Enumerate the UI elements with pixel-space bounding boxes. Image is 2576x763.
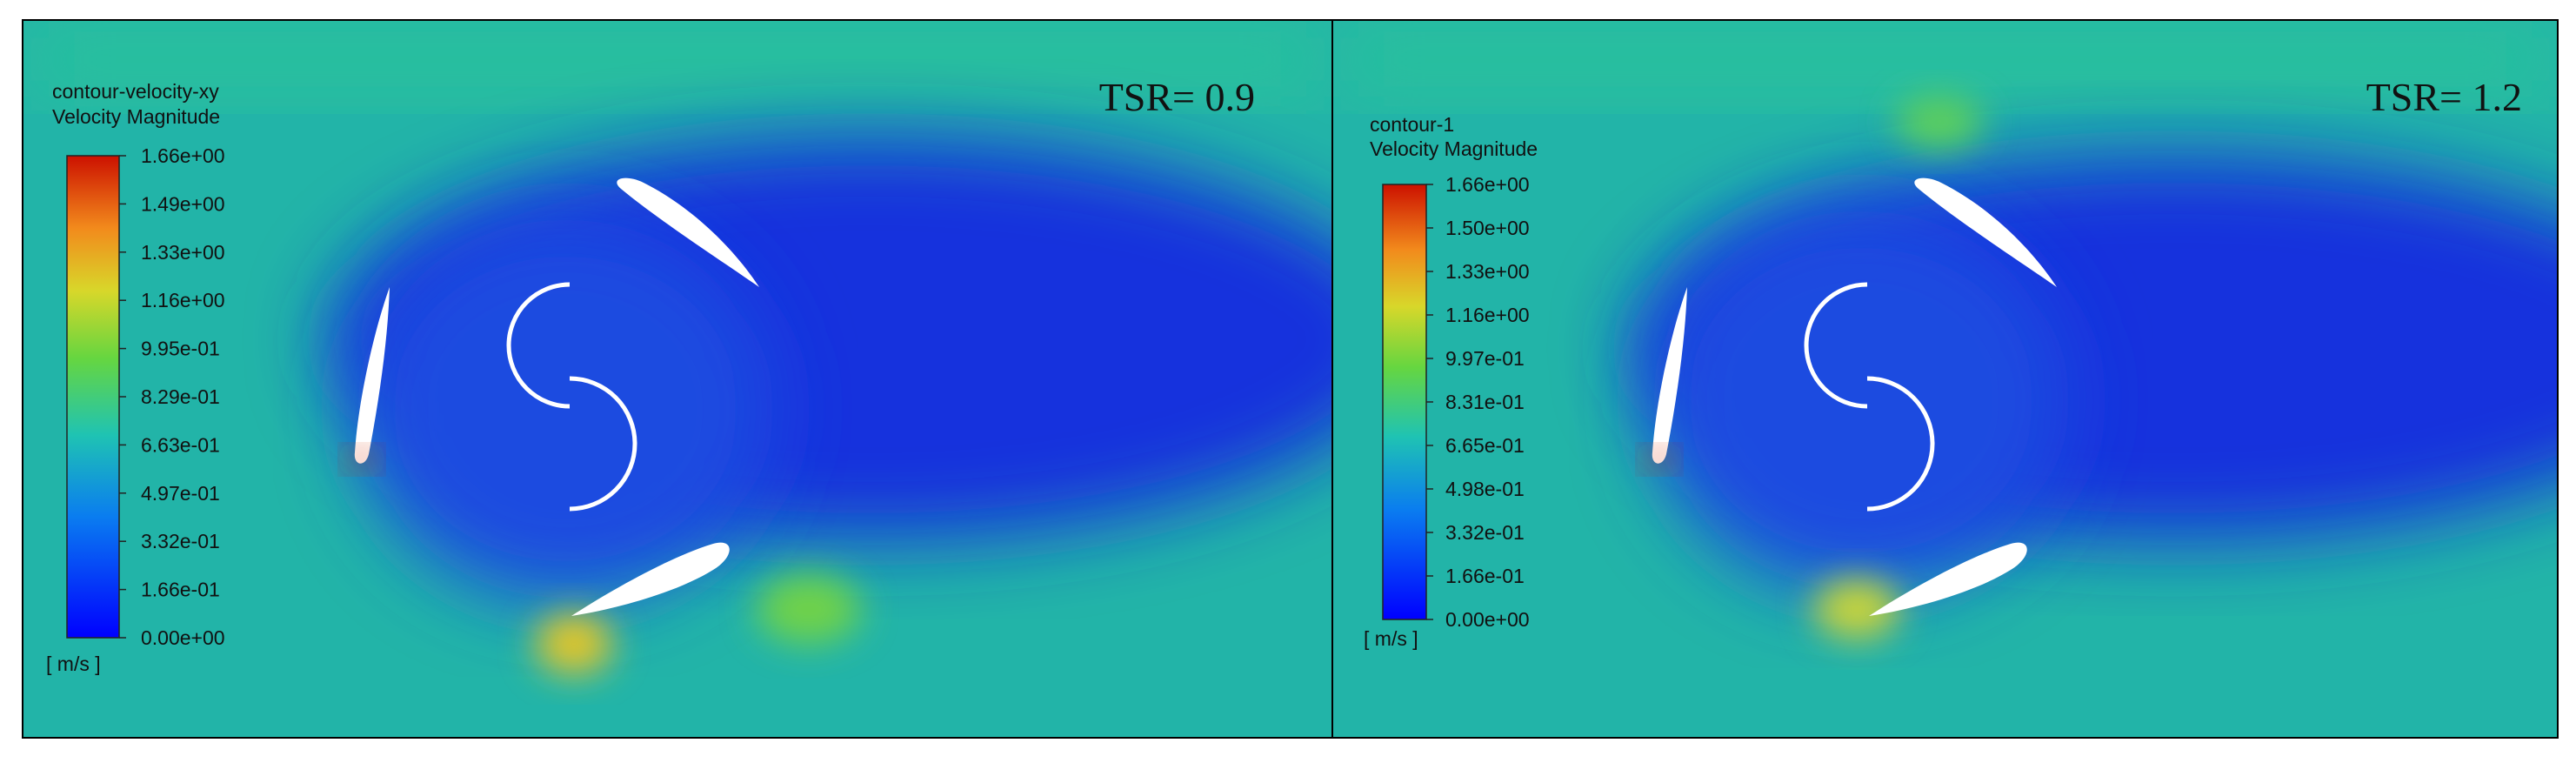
frame: [22, 19, 2559, 739]
colorbar-tick-label: 1.16e+00: [141, 289, 225, 311]
colorbar: [1382, 184, 1427, 620]
legend-title: contour-1: [1370, 113, 1454, 136]
colorbar: [66, 155, 120, 639]
legend-title: contour-velocity-xy: [52, 80, 219, 103]
legend-unit: [ m/s ]: [1364, 627, 1418, 650]
colorbar-tick-label: 1.66e-01: [1445, 565, 1525, 587]
legend-quantity: Velocity Magnitude: [1370, 137, 1538, 160]
contour-panel-2: [1332, 20, 2558, 738]
colorbar-tick-label: 6.63e-01: [141, 433, 220, 456]
colorbar-tick-label: 3.32e-01: [1445, 521, 1525, 544]
colorbar-tick-label: 1.16e+00: [1445, 304, 1530, 326]
colorbar-tick-label: 8.29e-01: [141, 385, 220, 408]
colorbar-tick-label: 4.97e-01: [141, 482, 220, 505]
colorbar-tick-label: 1.50e+00: [1445, 217, 1530, 239]
colorbar-tick-label: 0.00e+00: [141, 626, 225, 649]
legend-unit: [ m/s ]: [46, 653, 101, 675]
colorbar-tick-label: 1.33e+00: [1445, 260, 1530, 283]
colorbar-tick-label: 6.65e-01: [1445, 434, 1525, 457]
colorbar-tick-label: 8.31e-01: [1445, 391, 1525, 413]
tsr-label: TSR= 1.2: [2366, 75, 2522, 119]
colorbar-tick-label: 9.97e-01: [1445, 347, 1525, 370]
colorbar-tick-label: 1.33e+00: [141, 241, 225, 264]
colorbar-tick-label: 1.49e+00: [141, 192, 225, 215]
colorbar-tick-label: 3.32e-01: [141, 530, 220, 552]
legend-quantity: Velocity Magnitude: [52, 105, 220, 128]
tsr-label: TSR= 0.9: [1099, 75, 1255, 119]
colorbar-tick-label: 4.98e-01: [1445, 478, 1525, 500]
colorbar-tick-label: 0.00e+00: [1445, 608, 1530, 631]
colorbar-tick-label: 9.95e-01: [141, 338, 220, 360]
colorbar-tick-label: 1.66e-01: [141, 579, 220, 601]
colorbar-tick-label: 1.66e+00: [1445, 173, 1530, 196]
colorbar-tick-label: 1.66e+00: [141, 144, 225, 167]
contour-panel-1: [23, 20, 1332, 738]
